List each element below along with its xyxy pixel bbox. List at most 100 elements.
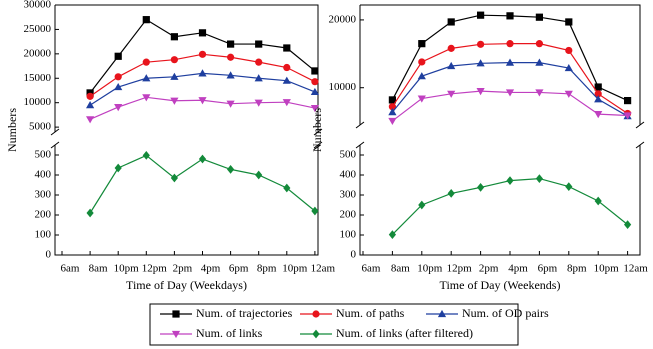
marker xyxy=(283,183,291,193)
marker xyxy=(226,100,235,108)
marker xyxy=(418,200,426,210)
marker xyxy=(594,95,603,103)
legend-label: Num. of links (after filtered) xyxy=(336,326,473,340)
marker xyxy=(388,108,397,116)
y-tick-label: 200 xyxy=(340,209,357,221)
marker xyxy=(506,176,514,185)
marker xyxy=(170,97,179,105)
y-tick-label: 0 xyxy=(46,249,52,261)
x-axis-title: Time of Day (Weekdays) xyxy=(126,278,247,292)
marker xyxy=(255,170,263,180)
x-tick-label: 4pm xyxy=(508,263,528,275)
y-tick-label: 20000 xyxy=(329,13,357,25)
legend-marker xyxy=(171,330,181,339)
marker xyxy=(535,58,544,66)
marker xyxy=(447,18,455,26)
marker xyxy=(282,99,291,107)
marker xyxy=(594,111,603,119)
legend-marker xyxy=(437,309,447,318)
marker xyxy=(565,18,573,26)
x-tick-label: 12pm xyxy=(142,263,168,275)
y-tick-label: 200 xyxy=(35,209,52,221)
marker xyxy=(477,183,485,192)
y-tick-label: 300 xyxy=(35,189,52,201)
y-axis-title: Numbers xyxy=(5,108,19,152)
marker xyxy=(226,71,235,79)
x-tick-label: 12am xyxy=(311,263,336,275)
legend-label: Num. of OD pairs xyxy=(462,306,549,320)
marker xyxy=(198,154,207,164)
marker xyxy=(227,40,235,48)
y-tick-label: 30000 xyxy=(24,0,52,11)
y-tick-label: 5000 xyxy=(29,121,52,133)
x-tick-label: 8am xyxy=(89,263,108,275)
marker xyxy=(535,89,544,97)
y-tick-label: 25000 xyxy=(24,23,52,35)
marker xyxy=(255,40,263,48)
x-tick-label: 12pm xyxy=(447,263,473,275)
series-line xyxy=(391,177,628,236)
marker xyxy=(86,208,94,218)
axis-break xyxy=(635,121,645,149)
y-tick-label: 20000 xyxy=(24,47,52,59)
marker xyxy=(310,104,319,113)
axis-frame xyxy=(54,4,319,256)
marker xyxy=(565,182,573,191)
marker xyxy=(623,112,632,120)
legend-label: Num. of paths xyxy=(336,306,405,320)
marker xyxy=(198,50,207,58)
x-tick-label: 8pm xyxy=(257,263,277,275)
x-tick-label: 4pm xyxy=(201,263,221,275)
marker xyxy=(311,67,319,75)
marker xyxy=(505,89,515,97)
x-tick-label: 2pm xyxy=(479,263,499,275)
marker xyxy=(535,174,543,183)
marker xyxy=(283,44,291,52)
marker xyxy=(311,206,319,216)
marker xyxy=(447,90,456,98)
x-tick-label: 10pm xyxy=(594,263,620,275)
marker xyxy=(535,40,544,48)
marker xyxy=(227,165,235,174)
legend-marker xyxy=(312,329,320,339)
x-tick-label: 8pm xyxy=(567,263,587,275)
marker xyxy=(506,40,514,48)
x-tick-label: 6am xyxy=(362,263,381,275)
marker xyxy=(388,117,397,126)
marker xyxy=(594,90,602,98)
series-line xyxy=(391,14,628,102)
marker xyxy=(447,44,455,52)
marker xyxy=(310,87,319,96)
marker xyxy=(86,101,95,109)
marker xyxy=(564,90,573,98)
marker xyxy=(447,61,456,70)
marker xyxy=(624,96,632,105)
y-tick-label: 400 xyxy=(35,169,52,181)
x-tick-label: 12am xyxy=(623,263,648,275)
marker xyxy=(142,58,150,66)
marker xyxy=(535,13,543,21)
x-tick-label: 6pm xyxy=(538,263,558,275)
marker xyxy=(418,58,426,66)
legend-label: Num. of links xyxy=(196,326,263,340)
marker xyxy=(565,46,573,55)
marker xyxy=(447,189,455,198)
marker xyxy=(198,29,207,37)
x-tick-label: 8am xyxy=(391,263,410,275)
y-tick-label: 300 xyxy=(340,189,357,201)
marker xyxy=(170,72,179,80)
marker xyxy=(142,16,150,24)
y-tick-label: 100 xyxy=(340,229,357,241)
marker xyxy=(283,63,291,72)
y-axis-title: Numbers xyxy=(310,108,324,152)
axis-break xyxy=(313,128,323,149)
y-tick-label: 500 xyxy=(340,149,357,161)
y-tick-label: 10000 xyxy=(24,96,52,108)
y-tick-label: 400 xyxy=(340,169,357,181)
y-tick-label: 500 xyxy=(35,149,52,161)
axis-break xyxy=(50,128,60,149)
series-line xyxy=(391,43,628,114)
marker xyxy=(198,97,207,105)
marker xyxy=(142,74,151,82)
y-tick-label: 15000 xyxy=(24,72,52,84)
